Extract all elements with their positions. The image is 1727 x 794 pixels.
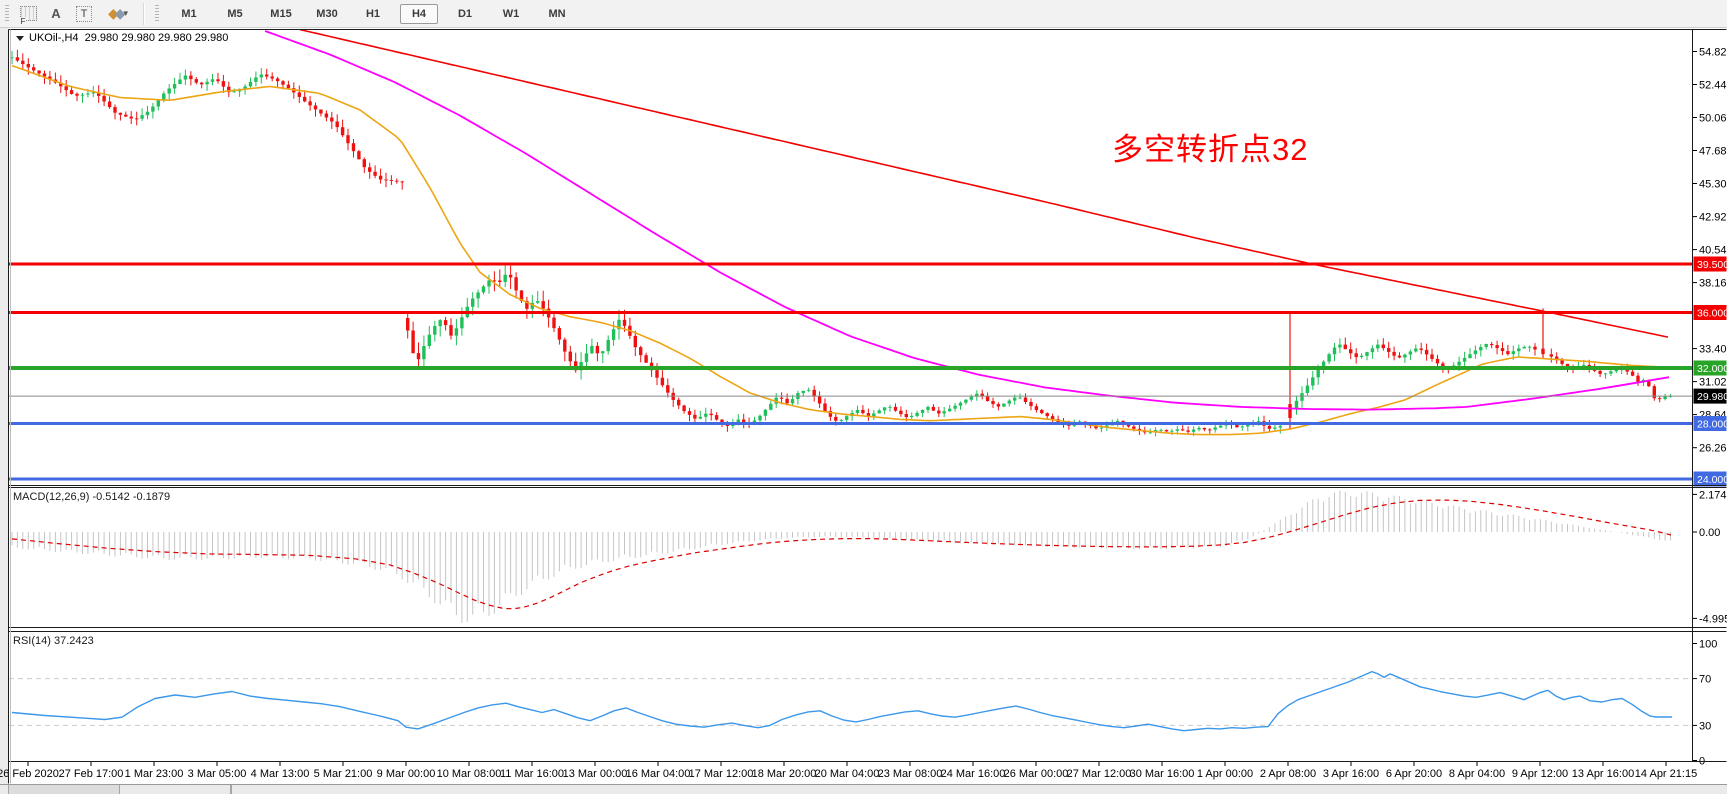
svg-text:13 Mar 00:00: 13 Mar 00:00 — [563, 768, 628, 780]
svg-text:0.00: 0.00 — [1699, 527, 1720, 539]
timeframe-button-d1[interactable]: D1 — [457, 7, 473, 20]
main-chart-plot[interactable] — [9, 30, 1692, 481]
rsi-indicator-label: RSI(14) 37.2423 — [13, 635, 94, 647]
svg-text:9 Apr 12:00: 9 Apr 12:00 — [1512, 768, 1568, 780]
symbol-period-label: UKOil-,H4 — [29, 32, 79, 44]
svg-text:16 Mar 04:00: 16 Mar 04:00 — [626, 768, 691, 780]
level-lines-layer — [9, 262, 1692, 481]
shapes-tool-icon[interactable]: ◆◆ ▾ — [107, 5, 129, 21]
timeframe-button-m1[interactable]: M1 — [181, 7, 197, 20]
svg-text:32.000: 32.000 — [1697, 363, 1727, 375]
svg-text:13 Apr 16:00: 13 Apr 16:00 — [1572, 768, 1634, 780]
cursor-tool-icon[interactable]: A — [51, 6, 61, 21]
svg-text:54.820: 54.820 — [1699, 47, 1727, 59]
macd-panel-plot[interactable] — [11, 490, 1672, 623]
svg-text:18 Mar 20:00: 18 Mar 20:00 — [752, 768, 817, 780]
time-axis-labels[interactable]: 26 Feb 2020 27 Feb 17:00 1 Mar 23:00 3 Mar … — [0, 761, 1697, 781]
svg-text:40.540: 40.540 — [1699, 245, 1727, 257]
svg-text:3 Mar 05:00: 3 Mar 05:00 — [188, 768, 247, 780]
svg-text:4 Mar 13:00: 4 Mar 13:00 — [251, 768, 310, 780]
svg-text:100: 100 — [1699, 639, 1717, 651]
chart-annotation-text[interactable]: 多空转折点32 — [1112, 132, 1309, 167]
ohlc-values: 29.980 29.980 29.980 29.980 — [84, 32, 229, 44]
macd-signal-line — [11, 499, 1672, 610]
rsi-line — [11, 670, 1672, 732]
svg-text:45.300: 45.300 — [1699, 179, 1727, 191]
svg-text:70: 70 — [1699, 674, 1711, 686]
chevron-down-icon: ▾ — [123, 8, 129, 18]
timeframe-button-mn[interactable]: MN — [548, 7, 566, 20]
svg-text:26 Mar 00:00: 26 Mar 00:00 — [1004, 768, 1069, 780]
svg-text:29.980: 29.980 — [1697, 391, 1727, 403]
svg-text:24 Mar 16:00: 24 Mar 16:00 — [941, 768, 1006, 780]
macd-axis: 2.1745 0.00 -4.9955 — [1692, 489, 1727, 625]
macd-indicator-label: MACD(12,26,9) -0.5142 -0.1879 — [13, 491, 171, 503]
candles-layer — [10, 49, 1673, 437]
svg-text:28.000: 28.000 — [1697, 419, 1727, 431]
svg-text:2 Apr 08:00: 2 Apr 08:00 — [1260, 768, 1316, 780]
svg-text:-4.9955: -4.9955 — [1699, 613, 1727, 625]
svg-text:20 Mar 04:00: 20 Mar 04:00 — [815, 768, 880, 780]
svg-text:6 Apr 20:00: 6 Apr 20:00 — [1386, 768, 1442, 780]
toolbar: F A T ◆◆ ▾ M1 M5 M15 M30 H1 H4 D1 W1 MN — [0, 0, 1727, 28]
timeframe-button-w1[interactable]: W1 — [502, 7, 520, 20]
chart-tabs-strip[interactable] — [0, 784, 1727, 794]
toolbar-drag-handle-2[interactable] — [155, 4, 159, 23]
chart-symbol-title: UKOil-,H4 29.980 29.980 29.980 29.980 — [16, 32, 228, 44]
svg-text:42.920: 42.920 — [1699, 212, 1727, 224]
svg-text:36.000: 36.000 — [1697, 308, 1727, 320]
timeframe-button-h1[interactable]: H1 — [365, 7, 381, 20]
chevron-down-icon[interactable] — [16, 36, 24, 41]
text-label-tool-icon[interactable]: T — [72, 3, 96, 25]
svg-text:9 Mar 00:00: 9 Mar 00:00 — [377, 768, 436, 780]
svg-text:47.680: 47.680 — [1699, 146, 1727, 158]
timeframe-button-m15[interactable]: M15 — [270, 7, 292, 20]
svg-text:5 Mar 21:00: 5 Mar 21:00 — [314, 768, 373, 780]
svg-text:30: 30 — [1699, 720, 1711, 732]
svg-text:31.020: 31.020 — [1699, 377, 1727, 389]
timeframe-button-m5[interactable]: M5 — [227, 7, 243, 20]
ma-fast-orange — [11, 64, 1681, 436]
svg-text:11 Mar 16:00: 11 Mar 16:00 — [500, 768, 564, 780]
svg-text:3 Apr 16:00: 3 Apr 16:00 — [1323, 768, 1379, 780]
rsi-panel-plot[interactable] — [9, 670, 1691, 732]
macd-histogram — [11, 490, 1671, 623]
svg-text:8 Apr 04:00: 8 Apr 04:00 — [1449, 768, 1505, 780]
chart-tab[interactable] — [8, 785, 120, 794]
ma-lines-layer — [11, 30, 1681, 436]
svg-text:38.160: 38.160 — [1699, 278, 1727, 290]
svg-text:23 Mar 08:00: 23 Mar 08:00 — [878, 768, 943, 780]
svg-text:1 Apr 00:00: 1 Apr 00:00 — [1197, 768, 1253, 780]
svg-text:27 Mar 12:00: 27 Mar 12:00 — [1067, 768, 1132, 780]
svg-text:30 Mar 16:00: 30 Mar 16:00 — [1130, 768, 1195, 780]
price-axis[interactable]: 54.820 52.440 50.060 47.680 45.300 42.920 40.5… — [1692, 47, 1727, 487]
svg-text:10 Mar 08:00: 10 Mar 08:00 — [437, 768, 502, 780]
new-order-grid-icon[interactable]: F — [16, 3, 40, 26]
ma-mid-magenta — [264, 30, 1670, 411]
svg-text:2.1745: 2.1745 — [1699, 489, 1727, 501]
timeframe-button-m30[interactable]: M30 — [316, 7, 338, 20]
svg-text:50.060: 50.060 — [1699, 113, 1727, 125]
window-left-frame — [0, 28, 8, 784]
chart-tab-2[interactable] — [230, 785, 232, 794]
svg-text:24.000: 24.000 — [1697, 474, 1727, 486]
svg-text:26.260: 26.260 — [1699, 443, 1727, 455]
panel-borders — [8, 29, 1727, 784]
svg-text:52.440: 52.440 — [1699, 80, 1727, 92]
ma-slow-red — [299, 30, 1669, 338]
timeframe-button-h4[interactable]: H4 — [400, 3, 438, 24]
toolbar-drag-handle[interactable] — [5, 4, 9, 23]
svg-text:17 Mar 12:00: 17 Mar 12:00 — [689, 768, 754, 780]
timeframe-button-group: M1 M5 M15 M30 H1 H4 D1 W1 MN — [170, 3, 576, 24]
svg-text:14 Apr 21:15: 14 Apr 21:15 — [1635, 768, 1697, 780]
svg-text:27 Feb 17:00: 27 Feb 17:00 — [59, 768, 124, 780]
svg-text:39.500: 39.500 — [1697, 259, 1727, 271]
svg-text:33.400: 33.400 — [1699, 344, 1727, 356]
toolbar-separator — [143, 2, 145, 25]
svg-text:26 Feb 2020: 26 Feb 2020 — [0, 768, 59, 780]
svg-text:1 Mar 23:00: 1 Mar 23:00 — [125, 768, 184, 780]
